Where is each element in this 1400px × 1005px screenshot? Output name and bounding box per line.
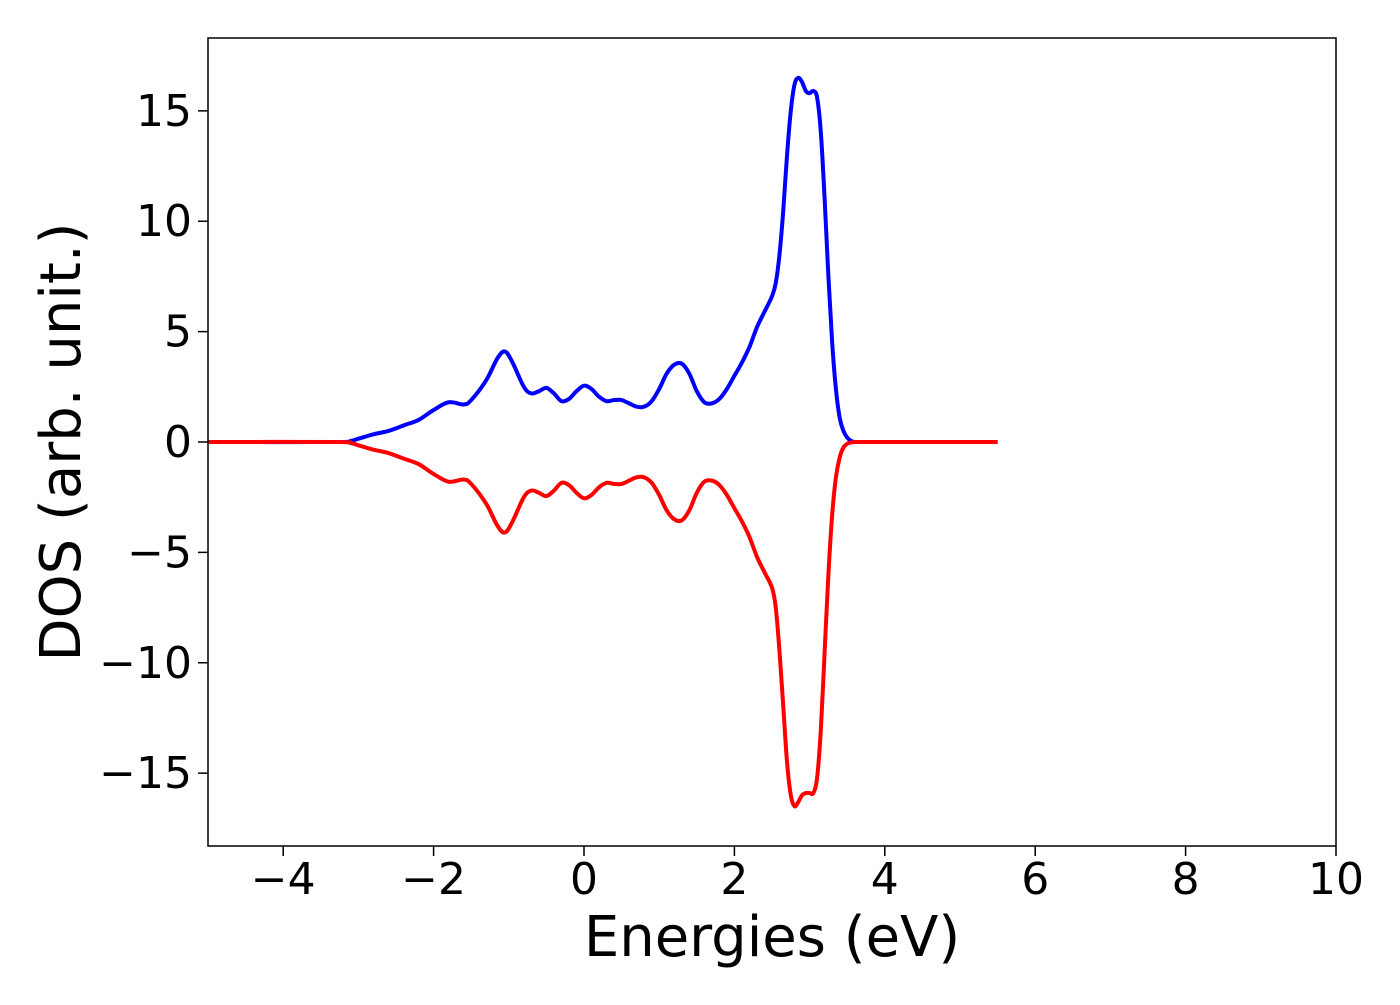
y-axis-title: DOS (arb. unit.) (29, 222, 94, 661)
x-tick-label: −4 (251, 854, 316, 905)
x-tick-label: 4 (871, 854, 899, 905)
y-tick-label: 0 (164, 417, 192, 468)
x-tick-label: 10 (1308, 854, 1364, 905)
x-tick-label: 6 (1021, 854, 1049, 905)
x-tick-label: −2 (401, 854, 466, 905)
x-axis-title: Energies (eV) (584, 905, 960, 970)
y-tick-label: −15 (99, 748, 192, 799)
plot-frame (207, 37, 1337, 847)
x-tick-label: 8 (1172, 854, 1200, 905)
x-tick-label: 2 (720, 854, 748, 905)
y-tick-label: −5 (127, 527, 192, 578)
series-layer (207, 75, 998, 809)
y-tick-label: 15 (136, 86, 192, 137)
y-tick-label: 5 (164, 307, 192, 358)
series-line-spin-up (207, 75, 998, 445)
y-tick-label: 10 (136, 196, 192, 247)
x-tick-label: 0 (570, 854, 598, 905)
y-tick-label: −10 (99, 638, 192, 689)
series-line-spin-down (207, 439, 998, 809)
y-axis-ticks: −15 −10 −5 0 5 10 15 (99, 86, 208, 799)
x-axis-ticks: −4 −2 0 2 4 6 8 10 (251, 846, 1364, 905)
